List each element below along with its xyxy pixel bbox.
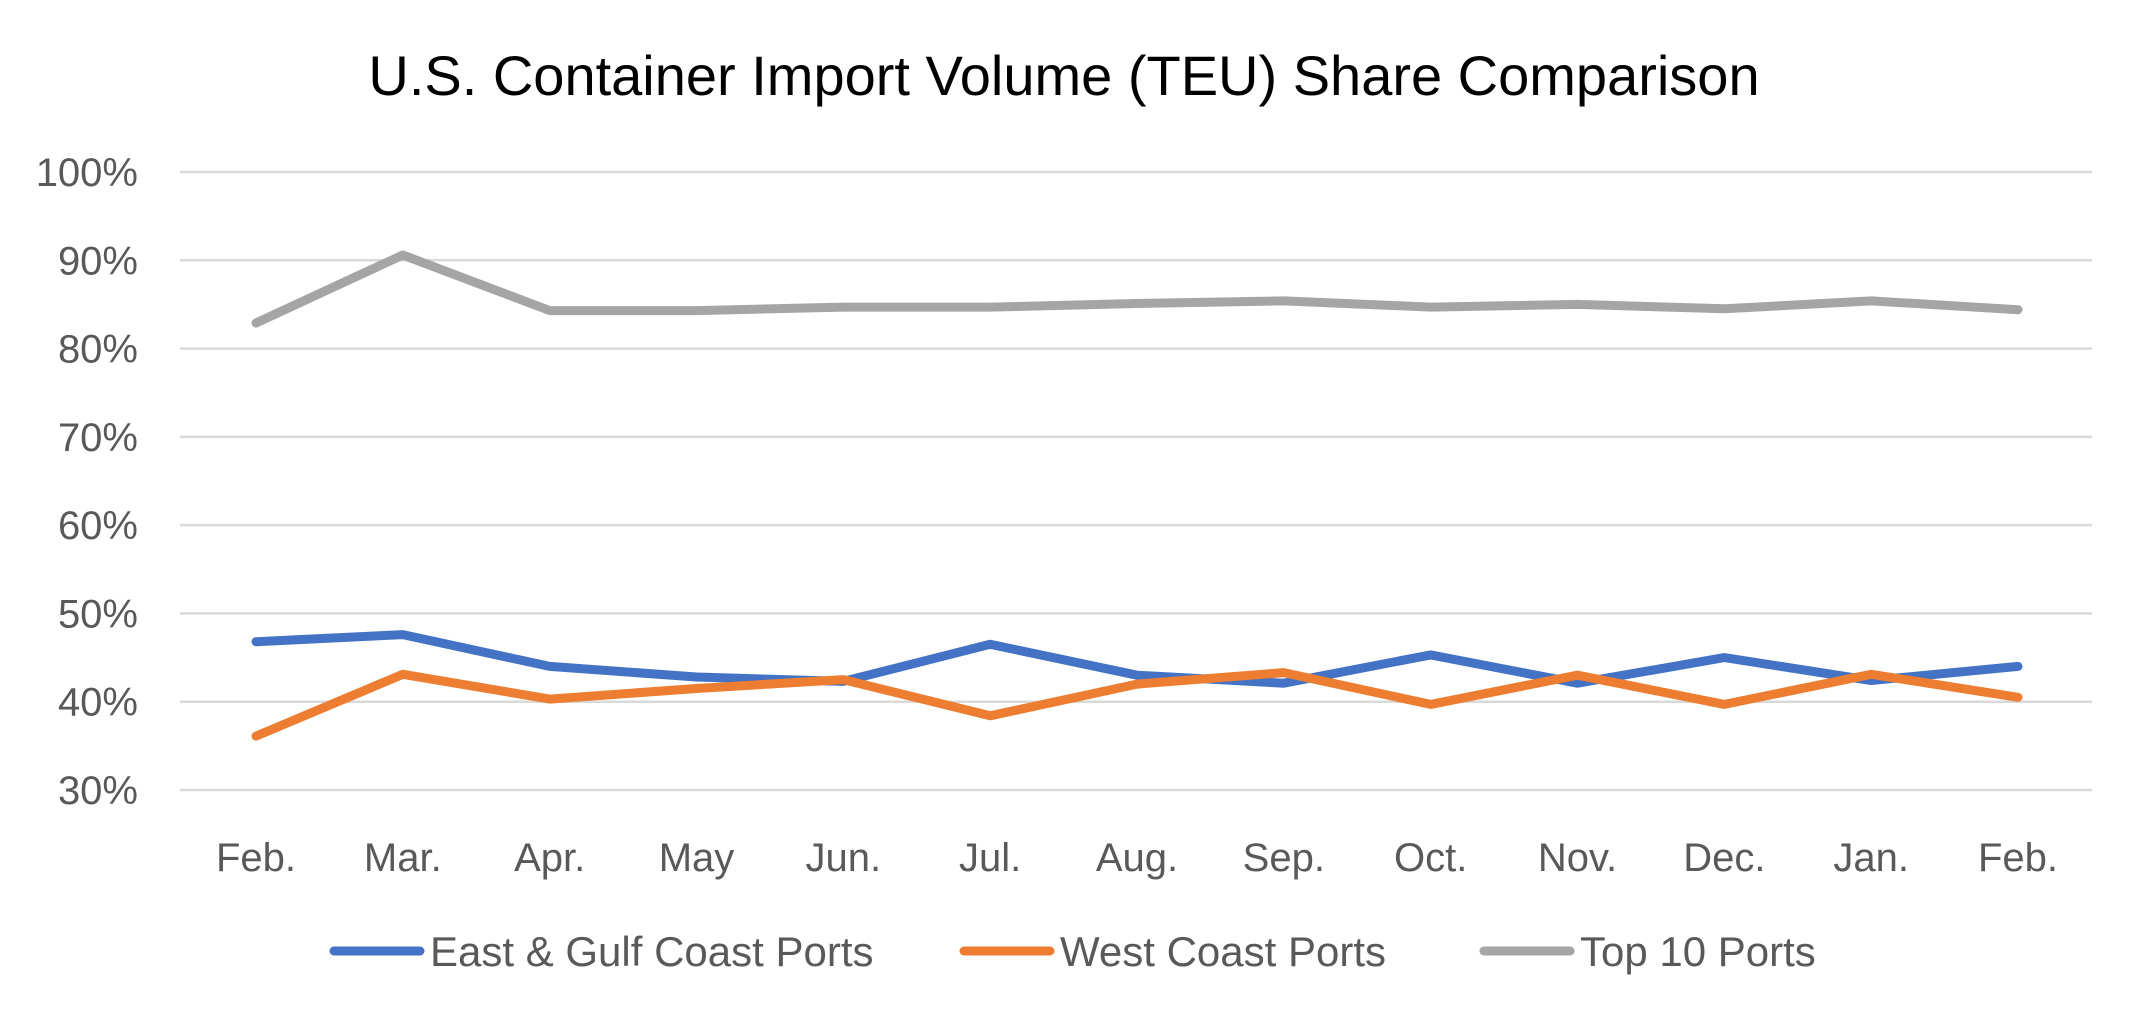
series-line-3 — [251, 250, 2023, 328]
y-tick-label: 40% — [58, 681, 138, 725]
x-tick-label: Sep. — [1243, 836, 1325, 880]
series-line-2 — [251, 668, 2023, 741]
x-tick-label: Mar. — [364, 836, 442, 880]
legend-label-1: East & Gulf Coast Ports — [430, 928, 874, 975]
x-tick-label: Dec. — [1683, 836, 1765, 880]
y-tick-label: 70% — [58, 416, 138, 460]
gridlines — [180, 170, 2092, 792]
x-tick-label: Jun. — [806, 836, 882, 880]
series-lines — [251, 250, 2023, 741]
x-tick-label: Nov. — [1538, 836, 1617, 880]
y-axis-tick-labels: 30% 40% 50% 60% 70% 80% 90% 100% — [36, 151, 138, 813]
x-tick-label: Jan. — [1833, 836, 1909, 880]
y-tick-label: 30% — [58, 769, 138, 813]
chart-title: U.S. Container Import Volume (TEU) Share… — [368, 44, 1759, 107]
y-tick-label: 90% — [58, 239, 138, 283]
x-tick-label: May — [659, 836, 735, 880]
y-tick-label: 100% — [36, 151, 138, 195]
x-axis-tick-labels: Feb. Mar. Apr. May Jun. Jul. Aug. Sep. Oct. Nov. D… — [216, 836, 2058, 880]
y-tick-label: 50% — [58, 592, 138, 636]
x-tick-label: Feb. — [216, 836, 296, 880]
y-tick-label: 60% — [58, 504, 138, 548]
series-line-1 — [251, 630, 2023, 688]
x-tick-label: Oct. — [1394, 836, 1467, 880]
x-tick-label: Apr. — [514, 836, 585, 880]
legend-label-3: Top 10 Ports — [1580, 928, 1816, 975]
x-tick-label: Feb. — [1978, 836, 2058, 880]
x-tick-label: Jul. — [959, 836, 1021, 880]
legend-label-2: West Coast Ports — [1060, 928, 1386, 975]
y-tick-label: 80% — [58, 328, 138, 372]
legend: East & Gulf Coast Ports West Coast Ports T… — [329, 928, 1816, 975]
x-tick-label: Aug. — [1096, 836, 1178, 880]
